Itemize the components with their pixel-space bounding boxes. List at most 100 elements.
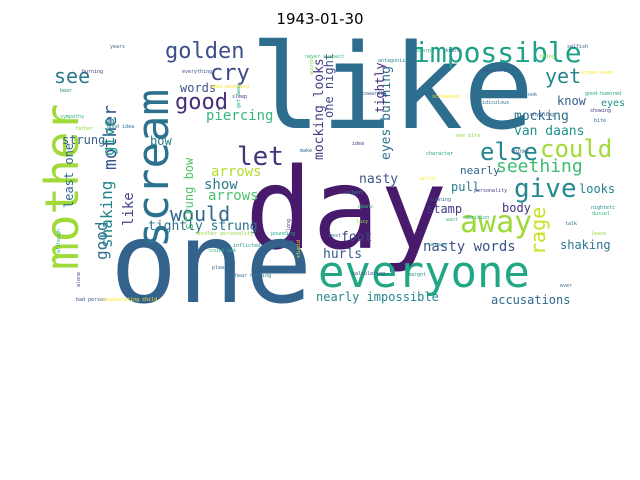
cloud-word-small: day long <box>286 219 292 243</box>
cloud-word-small: one bite <box>456 133 480 139</box>
cloud-word-small: screaming <box>432 94 459 100</box>
cloud-word-small: sharp <box>416 48 431 54</box>
cloud-word-small: idea <box>352 141 364 147</box>
cloud-word-small: bring <box>540 54 555 60</box>
cloud-word-small: father <box>75 126 93 132</box>
cloud-word-small: want <box>446 217 458 223</box>
cloud-word-small: dussel <box>592 211 610 217</box>
cloud-word-small: derision <box>465 215 489 221</box>
cloud-word: cry <box>210 61 250 86</box>
cloud-word-small: look <box>525 92 537 98</box>
cloud-word: golden <box>165 39 244 64</box>
cloud-word: mother <box>35 104 89 270</box>
cloud-word: nearly <box>460 164 500 177</box>
cloud-word: looks <box>579 182 615 196</box>
cloud-word: give <box>99 117 118 156</box>
cloud-word-small: answer <box>430 242 448 248</box>
cloud-word: seething <box>496 156 583 177</box>
cloud-word-small: showing <box>590 108 611 114</box>
cloud-word: could <box>540 135 612 163</box>
cloud-word: bow <box>150 134 172 148</box>
cloud-word: shaking <box>560 238 611 252</box>
cloud-word: else <box>480 138 538 166</box>
cloud-word-small: talk <box>565 221 577 227</box>
cloud-word-small: daans <box>358 204 373 210</box>
cloud-word: mother <box>100 105 121 170</box>
cloud-word-small: insolent <box>482 68 506 74</box>
cloud-word: least one <box>62 143 76 208</box>
cloud-word-small: sympathy <box>60 114 84 120</box>
cloud-word: like <box>250 18 534 156</box>
cloud-word-small: anything <box>530 112 554 118</box>
cloud-word: tightly <box>373 62 387 113</box>
cloud-word-small: stupid <box>296 240 302 258</box>
cloud-word: day <box>245 145 447 275</box>
cloud-word-small: lazy <box>356 219 368 225</box>
cloud-word-small: hear nothing <box>235 273 271 279</box>
cloud-word: arrows <box>208 188 259 204</box>
cloud-word: strung bow <box>182 157 196 230</box>
cloud-word: let <box>237 142 284 172</box>
cloud-word: shaking <box>97 181 116 248</box>
cloud-word-small: could ask <box>209 248 236 254</box>
cloud-word: show <box>204 177 238 193</box>
cloud-word: away <box>460 205 532 240</box>
cloud-word-small: make <box>300 148 312 154</box>
cloud-word: one <box>110 199 312 329</box>
cloud-word-small: wounds <box>309 57 315 75</box>
cloud-word: would <box>170 202 230 226</box>
cloud-word-small: selfish <box>567 44 588 50</box>
cloud-word: know <box>557 94 587 108</box>
cloud-word-small: bad person <box>76 297 106 303</box>
cloud-word-small: leave <box>591 231 606 237</box>
cloud-word: tightly strung <box>148 219 258 234</box>
cloud-word-small: screen even <box>580 70 613 76</box>
cloud-word: eyes burning <box>379 66 394 160</box>
cloud-word: one night <box>322 53 336 118</box>
cloud-word: strung <box>62 133 105 147</box>
cloud-word: mocking <box>514 109 569 124</box>
cloud-word-small: head pounding <box>210 84 249 90</box>
cloud-word: stamp <box>426 202 462 216</box>
cloud-word-small: get away <box>236 84 242 108</box>
cloud-word: rage <box>526 207 550 255</box>
cloud-word-small: cunning <box>430 197 451 203</box>
cloud-word-small: doubts <box>444 48 462 54</box>
cloud-word-small: ever <box>560 283 572 289</box>
cloud-word-small: years <box>110 44 125 50</box>
cloud-word: foot <box>341 230 372 245</box>
cloud-word-small: personality <box>474 188 507 194</box>
cloud-word-small: never suspect <box>305 54 344 60</box>
cloud-word-small: best <box>329 233 341 239</box>
cloud-word-small: good-humored <box>585 91 621 97</box>
cloud-word-small: inflicted <box>233 243 260 249</box>
cloud-word: like <box>121 192 137 226</box>
cloud-word-small: bite <box>594 118 606 124</box>
cloud-word: pull <box>451 180 480 194</box>
cloud-word: nasty <box>359 172 398 187</box>
cloud-word-small: another personality <box>196 231 253 237</box>
cloud-word: accusations <box>491 293 570 307</box>
cloud-word-small: nightetc <box>591 205 615 211</box>
cloud-word-small: although <box>56 229 62 253</box>
cloud-word-small: please <box>212 265 230 271</box>
cloud-word-small: exasperating child <box>103 297 157 303</box>
cloud-word: give <box>514 174 577 204</box>
cloud-word-small: silent <box>345 190 363 196</box>
cloud-word: mocking looks <box>312 58 327 160</box>
cloud-word-small: everything <box>182 69 212 75</box>
cloud-word: hurls <box>323 247 362 262</box>
cloud-word: nearly impossible <box>316 290 439 304</box>
cloud-word-small: pounding <box>271 231 295 237</box>
cloud-word-small: sleep <box>232 94 247 100</box>
cloud-word-small: ridiculous <box>479 100 509 106</box>
cloud-word-small: calculating <box>352 271 385 277</box>
cloud-word-small: antagonize <box>378 58 408 64</box>
cloud-word: see <box>54 64 90 88</box>
cloud-word: words <box>180 81 216 95</box>
cloud-word-small: character <box>426 151 453 157</box>
cloud-word: good <box>92 221 111 260</box>
cloud-word: arrows <box>211 164 262 180</box>
cloud-word: scream <box>128 89 179 248</box>
cloud-word-small: cowardly <box>362 91 386 97</box>
